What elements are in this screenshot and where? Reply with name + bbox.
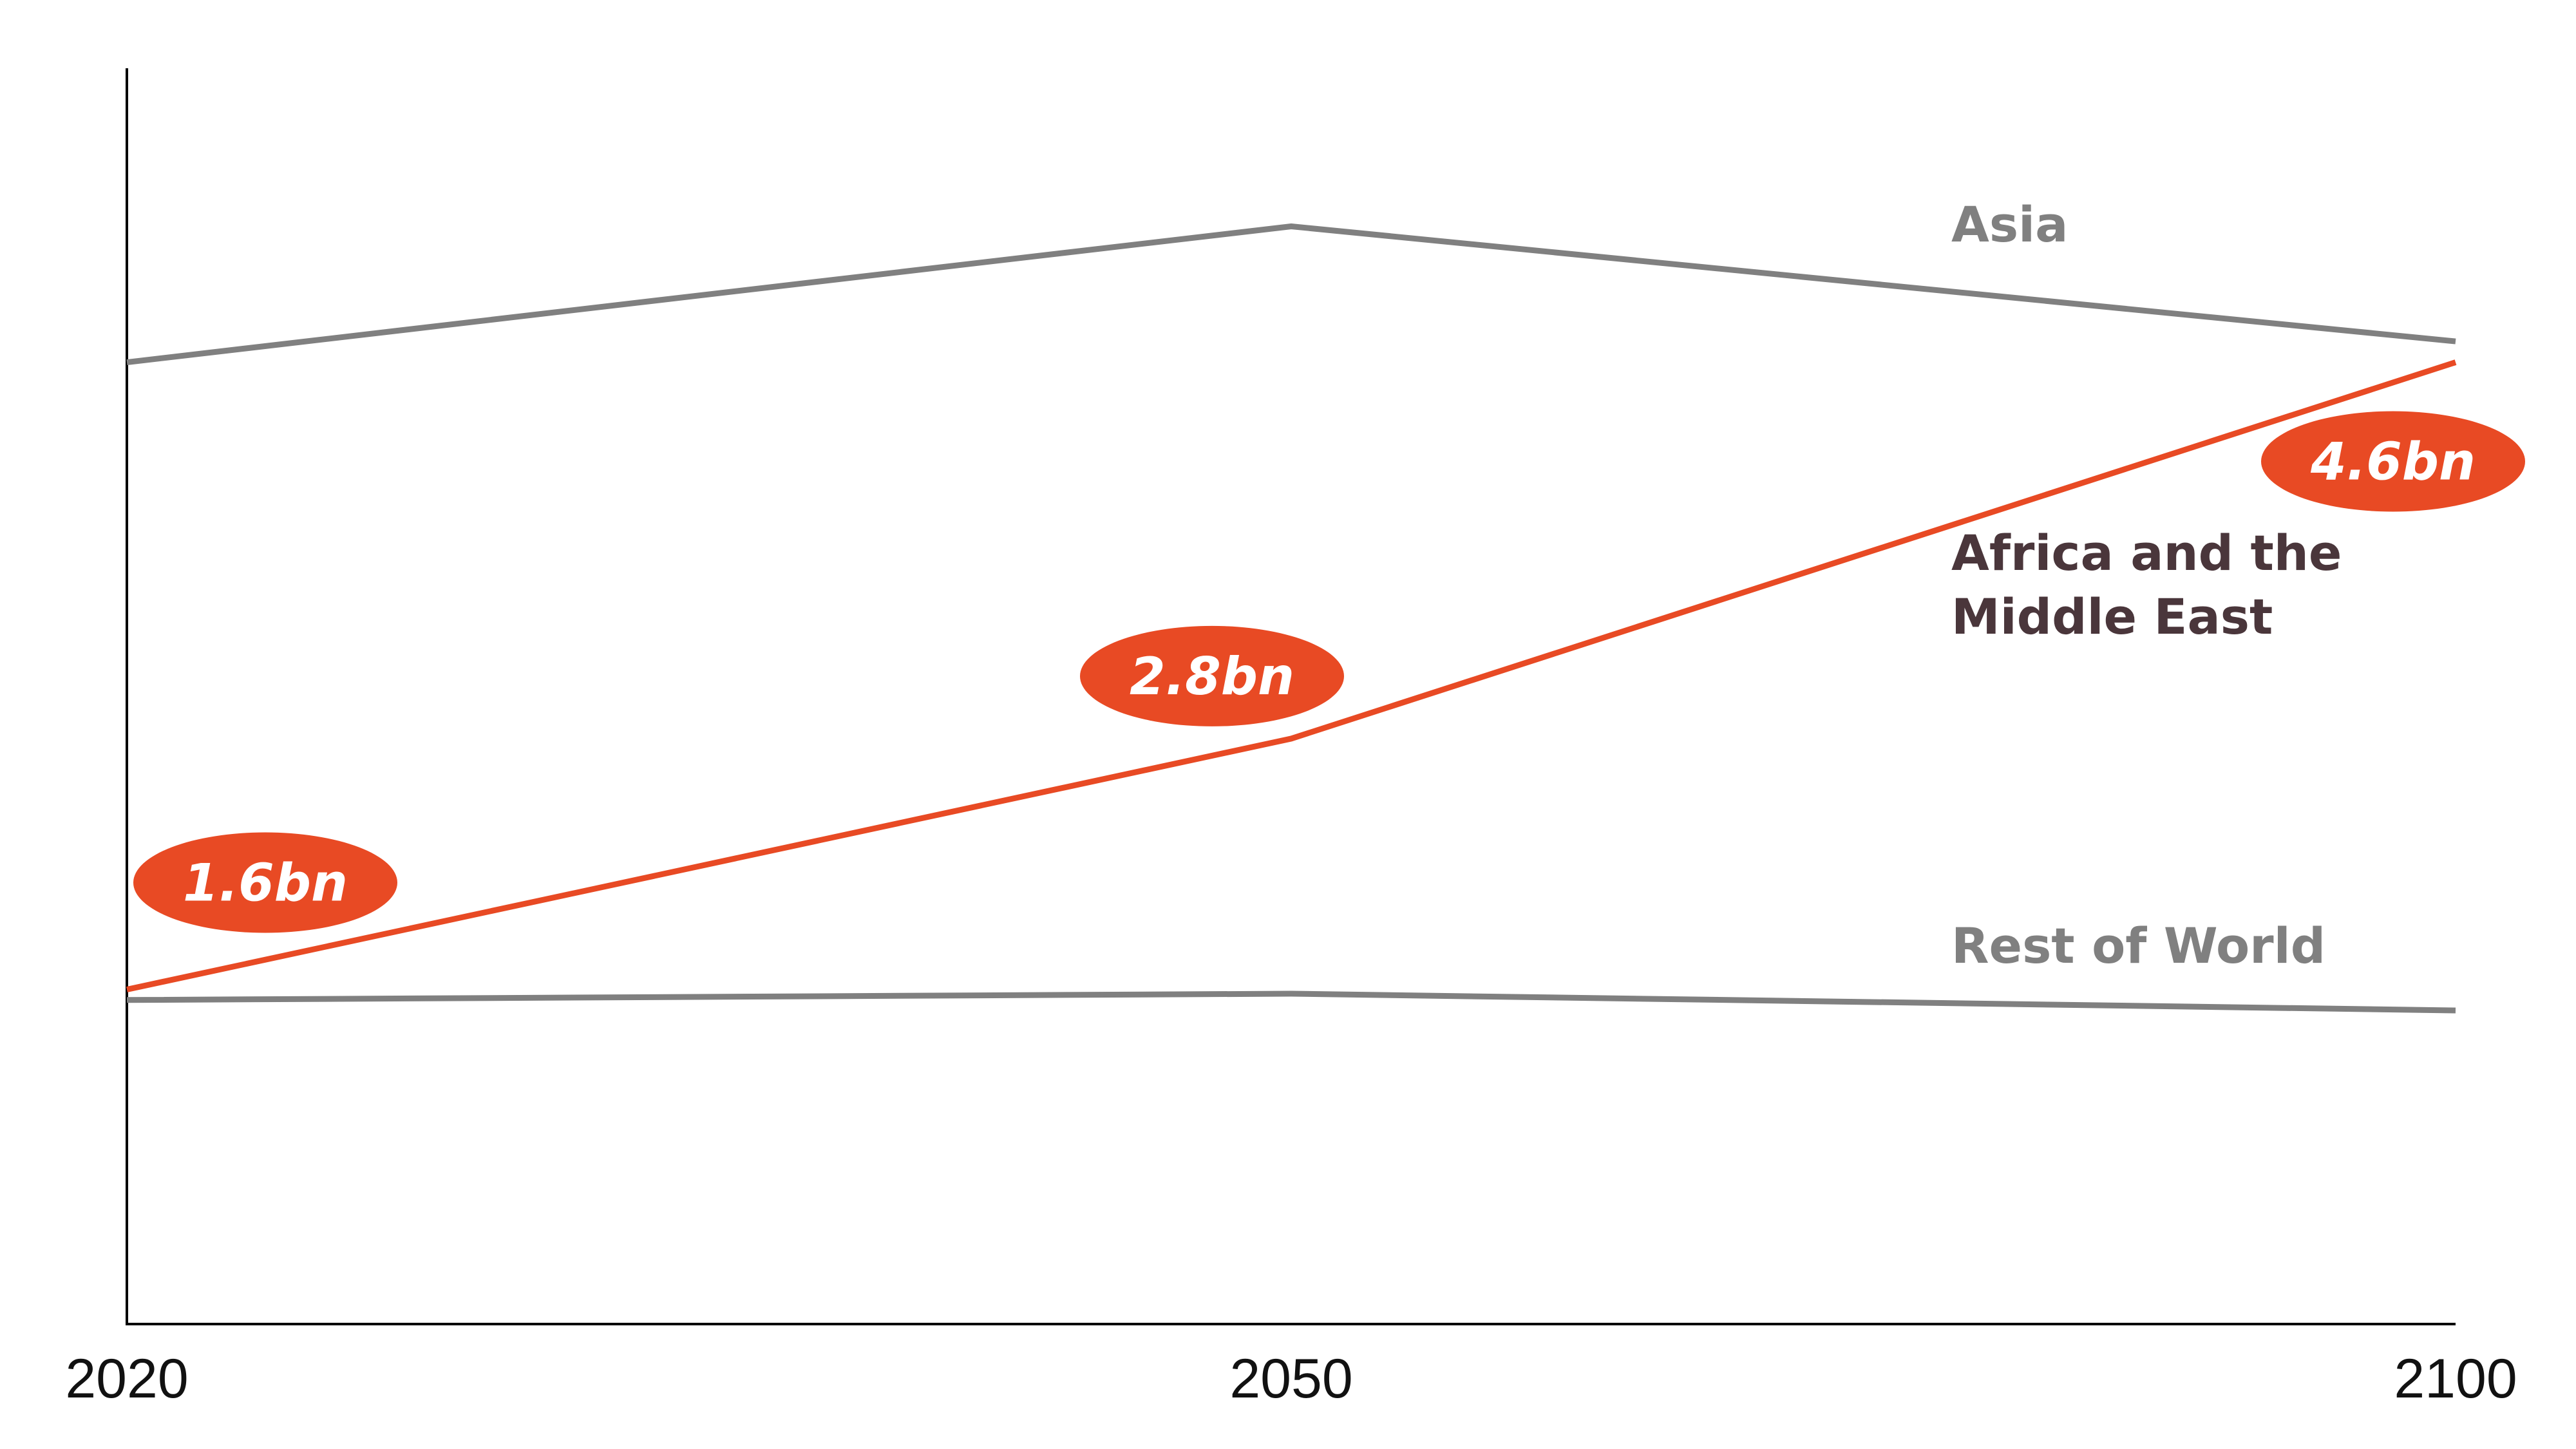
value-label: 1.6bn — [183, 853, 348, 913]
value-bubble — [2261, 411, 2525, 512]
value-bubble — [1080, 625, 1344, 726]
series-label-box: Africa and the Middle East — [1951, 524, 2342, 645]
series-line — [126, 223, 2456, 366]
value-label: 2.8bn — [1130, 647, 1294, 706]
series-label: Asia — [1951, 196, 2069, 253]
value-label: 4.6bn — [2310, 432, 2476, 492]
value-bubble — [133, 832, 397, 933]
x-tick-label: 2050 — [1229, 1348, 1352, 1410]
x-tick-label: 2020 — [65, 1348, 188, 1410]
series-label: Africa and the Middle East — [1951, 524, 2342, 645]
series-label-box: Asia — [1951, 196, 2069, 253]
series-line — [126, 359, 2457, 992]
x-tick-label: 2100 — [2394, 1348, 2517, 1410]
series-label: Rest of World — [1951, 917, 2326, 974]
series-label-box: Rest of World — [1951, 917, 2326, 974]
series-line — [126, 990, 2456, 1014]
